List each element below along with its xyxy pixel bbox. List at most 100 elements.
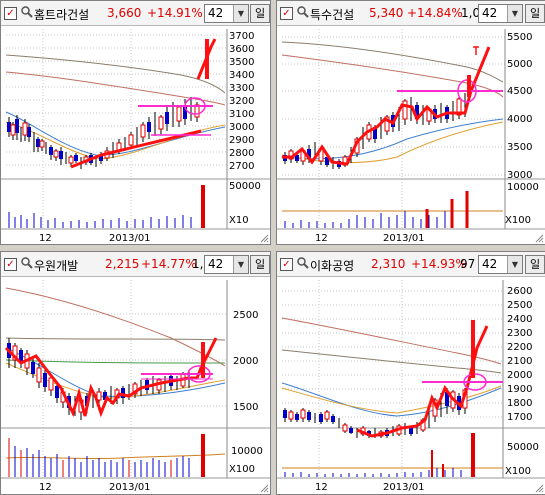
stock-price: 3,660 [107, 6, 142, 20]
y-tick-label: 1800 [507, 398, 532, 409]
x-tick-label: 12 [315, 233, 328, 244]
price-chart: 2600 2500 2400 2300 2200 2100 2000 1900 … [277, 280, 545, 493]
resize-grip-icon[interactable] [260, 484, 269, 493]
y-tick-label: 1700 [507, 412, 532, 423]
period-combo[interactable]: 42 ▼ [204, 4, 249, 23]
period-combo[interactable]: 42 ▼ [478, 255, 523, 274]
volume-unit-label: X10 [229, 215, 249, 226]
checkbox-icon[interactable]: ✓ [280, 258, 293, 271]
y-tick-label: 3200 [229, 96, 254, 107]
volume-bars [5, 434, 226, 477]
panel-header: ✓ 이화공영 2,310 +14.93% 97 42 ▼ 일 [277, 252, 545, 277]
panel-header: ✓ 우원개발 2,215 +14.77% 1,4 42 ▼ 일 [1, 252, 270, 277]
y-tick-label: 2100 [507, 356, 532, 367]
period-value: 42 [208, 6, 224, 20]
period-value: 42 [482, 6, 498, 20]
y-tick-label: 2700 [229, 161, 254, 172]
y-tick-label: 5000 [507, 59, 532, 70]
stock-price: 2,310 [371, 257, 406, 271]
panel-header: ✓ 특수건설 5,340 +14.84% 1,0 42 ▼ 일 [277, 1, 545, 26]
y-tick-label: 3000 [507, 170, 532, 181]
y-tick-label: 2300 [507, 328, 532, 339]
panel-header: ✓ 홈트라건설 3,660 +14.91% 42 ▼ 일 [1, 1, 270, 26]
stock-change: +14.93% [411, 257, 467, 271]
chevron-down-icon[interactable]: ▼ [233, 5, 248, 22]
x-tick-label: 12 [39, 233, 52, 244]
x-tick-label: 2013/01 [109, 482, 151, 493]
volume-bars [282, 191, 503, 228]
price-chart: 3700 3600 3500 3400 3300 3200 3100 3000 … [1, 29, 270, 244]
magnifier-icon[interactable] [296, 256, 310, 270]
volume-unit-label: X100 [505, 466, 531, 477]
period-combo[interactable]: 42 ▼ [478, 4, 523, 23]
y-tick-label: 3300 [229, 83, 254, 94]
period-daily-button[interactable]: 일 [250, 255, 270, 274]
stock-name: 우원개발 [34, 259, 79, 273]
price-chart: 2500 2000 1500 10000 X100 12 2013/01 [1, 280, 270, 493]
volume-unit-label: X100 [229, 464, 255, 475]
stock-name: 특수건설 [310, 8, 355, 22]
period-daily-button[interactable]: 일 [525, 255, 545, 274]
y-tick-label: 2500 [507, 300, 532, 311]
magnifier-icon[interactable] [20, 256, 34, 270]
stock-volume-partial: 1,0 [461, 6, 481, 20]
chart-panel-3: ✓ 우원개발 2,215 +14.77% 1,4 42 ▼ 일 [0, 251, 271, 495]
chart-panel-2: ✓ 특수건설 5,340 +14.84% 1,0 42 ▼ 일 [276, 0, 545, 245]
y-tick-label: 2600 [507, 286, 532, 297]
volume-tick-label: 50000 [507, 442, 539, 453]
period-combo[interactable]: 42 ▼ [204, 255, 249, 274]
stock-price: 5,340 [369, 6, 404, 20]
y-tick-label: 2400 [507, 314, 532, 325]
price-chart: 5500 5000 4500 4000 3500 3000 10000 X100… [277, 29, 545, 244]
volume-unit-label: X100 [505, 215, 531, 226]
volume-tick-label: 10000 [507, 182, 539, 193]
x-tick-label: 2013/01 [383, 233, 425, 244]
resize-grip-icon[interactable] [535, 484, 544, 493]
y-tick-label: 3400 [229, 70, 254, 81]
magnifier-icon[interactable] [296, 5, 310, 19]
x-tick-label: 12 [39, 482, 52, 493]
resize-grip-icon[interactable] [535, 234, 544, 243]
y-tick-label: 4000 [507, 114, 532, 125]
period-value: 42 [482, 257, 498, 271]
x-tick-label: 12 [315, 482, 328, 493]
y-tick-label: 2000 [233, 356, 258, 367]
y-tick-label: 3500 [507, 142, 532, 153]
stock-change: +14.84% [407, 6, 463, 20]
chevron-down-icon[interactable]: ▼ [507, 256, 522, 273]
stock-name: 홈트라건설 [34, 8, 90, 22]
y-tick-label: 1500 [233, 402, 258, 413]
x-tick-label: 2013/01 [109, 233, 151, 244]
y-tick-label: 2800 [229, 148, 254, 159]
chart-panel-1: ✓ 홈트라건설 3,660 +14.91% 42 ▼ 일 [0, 0, 271, 245]
volume-bars [282, 433, 503, 477]
x-tick-label: 2013/01 [383, 482, 425, 493]
y-tick-label: 3000 [229, 122, 254, 133]
chevron-down-icon[interactable]: ▼ [507, 5, 522, 22]
y-tick-label: 3500 [229, 57, 254, 68]
checkbox-icon[interactable]: ✓ [4, 258, 17, 271]
y-tick-label: 3600 [229, 44, 254, 55]
y-tick-label: 4500 [507, 86, 532, 97]
checkbox-icon[interactable]: ✓ [4, 7, 17, 20]
stock-price: 2,215 [105, 257, 140, 271]
volume-tick-label: 10000 [231, 446, 263, 457]
period-daily-button[interactable]: 일 [250, 4, 270, 23]
chart-panel-4: ✓ 이화공영 2,310 +14.93% 97 42 ▼ 일 [276, 251, 545, 495]
stock-volume-partial: 97 [460, 257, 476, 271]
magnifier-icon[interactable] [20, 5, 34, 19]
stock-name: 이화공영 [310, 259, 355, 273]
period-value: 42 [208, 257, 224, 271]
y-tick-label: 3700 [229, 31, 254, 42]
checkbox-icon[interactable]: ✓ [280, 7, 293, 20]
y-tick-label: 2000 [507, 370, 532, 381]
y-tick-label: 2500 [233, 310, 258, 321]
volume-tick-label: 50000 [229, 181, 261, 192]
resize-grip-icon[interactable] [260, 234, 269, 243]
y-tick-label: 2200 [507, 342, 532, 353]
y-tick-label: 5500 [507, 32, 532, 43]
y-tick-label: 2900 [229, 135, 254, 146]
period-daily-button[interactable]: 일 [525, 4, 545, 23]
volume-bars [8, 185, 205, 228]
chevron-down-icon[interactable]: ▼ [233, 256, 248, 273]
